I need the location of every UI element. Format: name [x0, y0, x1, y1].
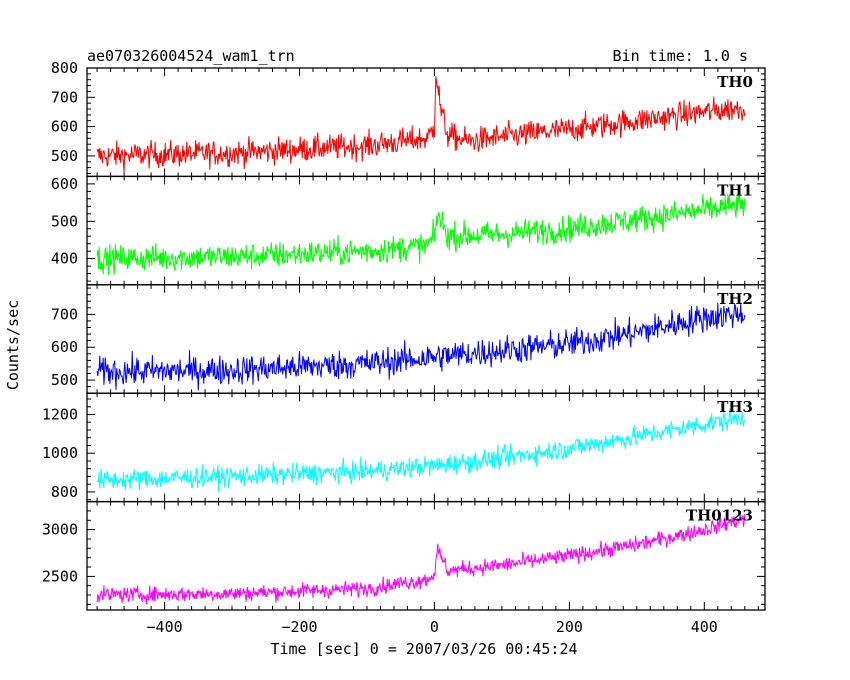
y-axis-label: Counts/sec — [4, 300, 22, 390]
y-tick-label: 600 — [51, 175, 78, 193]
series-line-th3 — [96, 408, 746, 493]
panel-label-th2: TH2 — [717, 290, 753, 308]
x-tick-label: −400 — [147, 618, 183, 636]
panel-label-th0: TH0 — [717, 73, 753, 91]
chart-title: ae070326004524_wam1_trn — [87, 47, 295, 65]
x-tick-label: 200 — [556, 618, 583, 636]
y-tick-label: 700 — [51, 305, 78, 323]
y-tick-label: 600 — [51, 338, 78, 356]
panel-frame-th2 — [86, 284, 766, 394]
y-tick-label: 700 — [51, 88, 78, 106]
y-tick-label: 3000 — [42, 521, 78, 539]
y-tick-label: 2500 — [42, 567, 78, 585]
x-tick-label: −200 — [281, 618, 317, 636]
y-tick-label: 800 — [51, 59, 78, 77]
series-line-th0123 — [96, 513, 746, 605]
y-tick-label: 500 — [51, 147, 78, 165]
y-tick-label: 500 — [51, 212, 78, 230]
panel-frame-th0123 — [86, 500, 766, 611]
panel-frame-th0 — [86, 67, 766, 178]
y-tick-label: 600 — [51, 118, 78, 136]
panel-label-th3: TH3 — [717, 398, 753, 416]
y-tick-label: 500 — [51, 371, 78, 389]
panel-frame-th3 — [86, 392, 766, 503]
y-tick-label: 800 — [51, 483, 78, 501]
panel-label-th0123: TH0123 — [686, 507, 753, 525]
bin-time-label: Bin time: 1.0 s — [613, 47, 748, 65]
series-line-th0 — [96, 76, 746, 173]
y-tick-label: 400 — [51, 250, 78, 268]
panel-label-th1: TH1 — [717, 181, 753, 199]
y-tick-label: 1000 — [42, 444, 78, 462]
series-line-th1 — [96, 192, 746, 276]
x-tick-label: 400 — [691, 618, 718, 636]
y-tick-label: 1200 — [42, 406, 78, 424]
series-line-th2 — [96, 302, 746, 391]
x-tick-label: 0 — [430, 618, 439, 636]
x-axis-label: Time [sec] 0 = 2007/03/26 00:45:24 — [270, 640, 577, 658]
